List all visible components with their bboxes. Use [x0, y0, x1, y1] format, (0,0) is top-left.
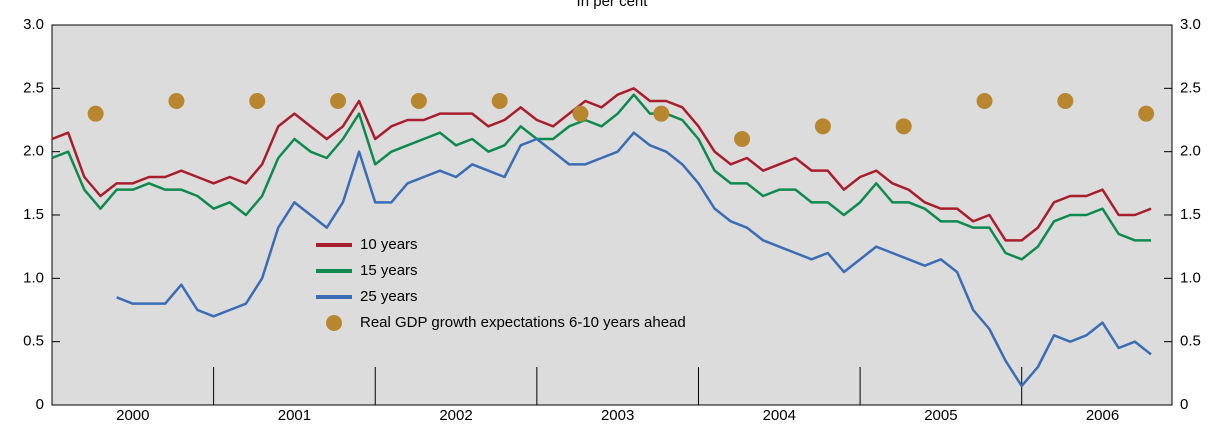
y-tick-label: 2.5 [23, 79, 44, 96]
legend-swatch [326, 315, 342, 331]
gdp-point [814, 118, 831, 135]
y2-tick-label: 3.0 [1180, 16, 1201, 33]
plot-area [51, 24, 1173, 406]
y-tick-label: 2.0 [23, 143, 44, 160]
x-tick-label: 2002 [439, 407, 472, 424]
y-tick-label: 0 [36, 396, 44, 413]
legend-label: 10 years [360, 236, 418, 253]
x-tick-label: 2001 [278, 407, 311, 424]
series-line [116, 131, 1152, 388]
x-tick-label: 2006 [1086, 407, 1119, 424]
gdp-point [491, 93, 508, 109]
y2-tick-label: 0.5 [1180, 333, 1201, 350]
gdp-point [410, 93, 427, 109]
y2-tick-label: 0 [1180, 396, 1188, 413]
y-tick-label: 0.5 [23, 333, 44, 350]
gdp-point [895, 118, 912, 135]
series-line [51, 87, 1152, 242]
gdp-point [330, 93, 347, 109]
x-tick-label: 2003 [601, 407, 634, 424]
gdp-point [976, 93, 993, 109]
y-tick-label: 3.0 [23, 16, 44, 33]
gdp-point [572, 105, 589, 122]
y2-tick-label: 1.5 [1180, 206, 1201, 223]
gdp-point [653, 105, 670, 122]
series-line [51, 93, 1151, 261]
x-tick-label: 2004 [763, 407, 796, 424]
legend-label: 25 years [360, 288, 418, 305]
y-tick-label: 1.5 [23, 206, 44, 223]
gdp-point [249, 93, 266, 109]
y2-tick-label: 1.0 [1180, 269, 1201, 286]
x-tick-label: 2000 [116, 407, 149, 424]
gdp-point [734, 131, 751, 147]
y2-tick-label: 2.0 [1180, 143, 1201, 160]
x-tick-label: 2005 [924, 407, 957, 424]
gdp-point [1138, 105, 1155, 122]
gdp-point [1057, 93, 1074, 109]
y-tick-label: 1.0 [23, 269, 44, 286]
legend-label: 15 years [360, 262, 418, 279]
legend-label: Real GDP growth expectations 6-10 years … [360, 314, 686, 331]
y2-tick-label: 2.5 [1180, 79, 1201, 96]
gdp-point [168, 93, 185, 109]
gdp-point [87, 105, 104, 122]
chart-subtitle: In per cent [577, 0, 649, 10]
